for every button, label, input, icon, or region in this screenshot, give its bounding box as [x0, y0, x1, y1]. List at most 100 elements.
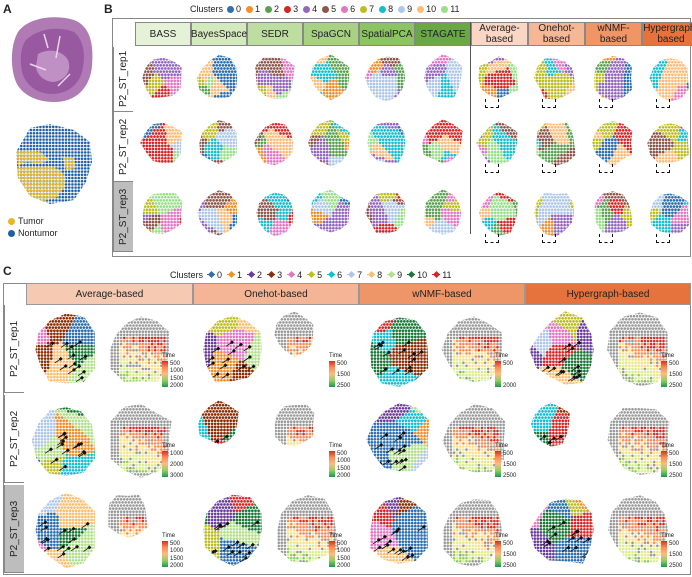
pseudotime-map	[109, 316, 170, 382]
panel-c-letter: C	[3, 264, 12, 278]
time-scale-title: Time	[495, 533, 508, 539]
cluster-swatch	[417, 5, 425, 13]
cluster-map	[649, 58, 689, 102]
cluster-swatch	[322, 5, 330, 13]
cluster-map	[591, 121, 633, 167]
cluster-label: 9	[407, 4, 412, 14]
cluster-swatch	[284, 5, 292, 13]
cluster-map	[142, 192, 183, 235]
time-tick-label: 500	[170, 541, 180, 547]
highlight-bracket	[485, 164, 499, 173]
cluster-trajectory-map	[203, 494, 262, 567]
highlight-bracket	[599, 99, 613, 108]
row-label: P2_ST_rep2	[113, 112, 133, 182]
time-tick-label: 500	[503, 361, 513, 367]
pseudotime-map	[274, 311, 314, 358]
cluster-map	[364, 56, 406, 102]
time-tick-label: 500	[337, 361, 347, 367]
cluster-legend-item: 9	[387, 270, 402, 280]
pseudotime-map	[274, 404, 315, 447]
cluster-map	[199, 120, 238, 165]
cluster-legend-item: 8	[379, 4, 393, 14]
time-tick-label: 500	[337, 541, 347, 547]
cluster-label: 4	[297, 270, 302, 280]
time-colorbar	[661, 451, 667, 477]
cluster-label: 11	[450, 4, 459, 14]
method-header: wNMF-based	[359, 283, 525, 305]
pseudotime-map	[441, 316, 502, 382]
time-tick-label: 1500	[170, 556, 183, 562]
cluster-label: 6	[350, 4, 355, 14]
tumor-swatch	[8, 217, 15, 225]
cluster-label: 7	[357, 270, 362, 280]
cluster-trajectory-map	[530, 402, 570, 447]
highlight-bracket	[656, 234, 670, 243]
time-tick-label: 2000	[170, 383, 183, 389]
time-scale-title: Time	[495, 353, 508, 359]
panel-b-letter: B	[104, 2, 113, 16]
time-tick-label: 500	[503, 541, 513, 547]
cluster-diamond-marker	[267, 270, 276, 279]
time-tick-label: 2500	[503, 473, 516, 479]
time-scale-title: Time	[162, 443, 175, 449]
time-tick-label: 500	[669, 541, 679, 547]
cluster-label: 8	[377, 270, 382, 280]
method-group-divider	[470, 22, 471, 234]
time-scale-title: Time	[329, 533, 342, 539]
cluster-map	[253, 122, 294, 166]
highlight-bracket	[599, 234, 613, 243]
nontumor-swatch	[8, 229, 15, 237]
cluster-legend-item: 11	[432, 270, 452, 280]
time-tick-label: 1000	[170, 368, 183, 374]
method-header: wNMF- based	[585, 22, 642, 46]
row-label: P2_ST_rep1	[113, 47, 133, 112]
cluster-label: 1	[237, 270, 242, 280]
pseudotime-map	[442, 404, 506, 473]
cluster-legend-item: 5	[307, 270, 322, 280]
cluster-map	[594, 191, 633, 233]
cluster-map	[536, 122, 576, 166]
cluster-legend-item: 4	[287, 270, 302, 280]
cluster-legend-item: 8	[367, 270, 382, 280]
cluster-map	[365, 192, 406, 234]
cluster-swatch	[379, 5, 387, 13]
method-header: SpatialPCA	[359, 22, 415, 46]
cluster-trajectory-map	[197, 400, 239, 445]
cluster-label: 7	[369, 4, 374, 14]
tumor-annotation-map	[16, 124, 92, 204]
time-tick-label: 1500	[337, 372, 350, 378]
cluster-label: 2	[257, 270, 262, 280]
cluster-label: 10	[426, 4, 436, 14]
cluster-diamond-marker	[227, 270, 236, 279]
cluster-label: 2	[274, 4, 279, 14]
cluster-label: 5	[331, 4, 336, 14]
highlight-bracket	[599, 164, 613, 173]
row-label: P2_ST_rep1	[4, 305, 24, 393]
time-tick-label: 1500	[337, 556, 350, 562]
cluster-map	[367, 122, 406, 164]
time-tick-label: 2000	[503, 383, 516, 389]
cluster-legend-item: 0	[207, 270, 222, 280]
cluster-legend-item: 1	[246, 4, 260, 14]
cluster-diamond-marker	[387, 270, 396, 279]
time-tick-label: 2000	[170, 462, 183, 468]
time-tick-label: 1000	[170, 548, 183, 554]
cluster-swatch	[360, 5, 368, 13]
time-tick-label: 1000	[337, 458, 350, 464]
cluster-trajectory-map	[370, 496, 428, 564]
cluster-map	[424, 189, 462, 235]
cluster-diamond-marker	[407, 270, 416, 279]
highlight-bracket	[656, 99, 670, 108]
method-header: Hypergraph- based	[642, 22, 692, 46]
cluster-legend-b: Clusters 0 1 2 3 4 5 6 7 8 9 10 11	[190, 4, 465, 14]
time-colorbar	[495, 451, 501, 477]
cluster-label: 3	[293, 4, 298, 14]
cluster-map	[647, 123, 690, 164]
time-scale-title: Time	[661, 353, 674, 359]
time-tick-label: 2500	[669, 383, 682, 389]
time-colorbar	[162, 541, 168, 567]
cluster-legend-item: 7	[360, 4, 374, 14]
cluster-trajectory-map	[203, 315, 262, 383]
method-header: Average- based	[471, 22, 528, 46]
pseudotime-map	[608, 495, 668, 564]
